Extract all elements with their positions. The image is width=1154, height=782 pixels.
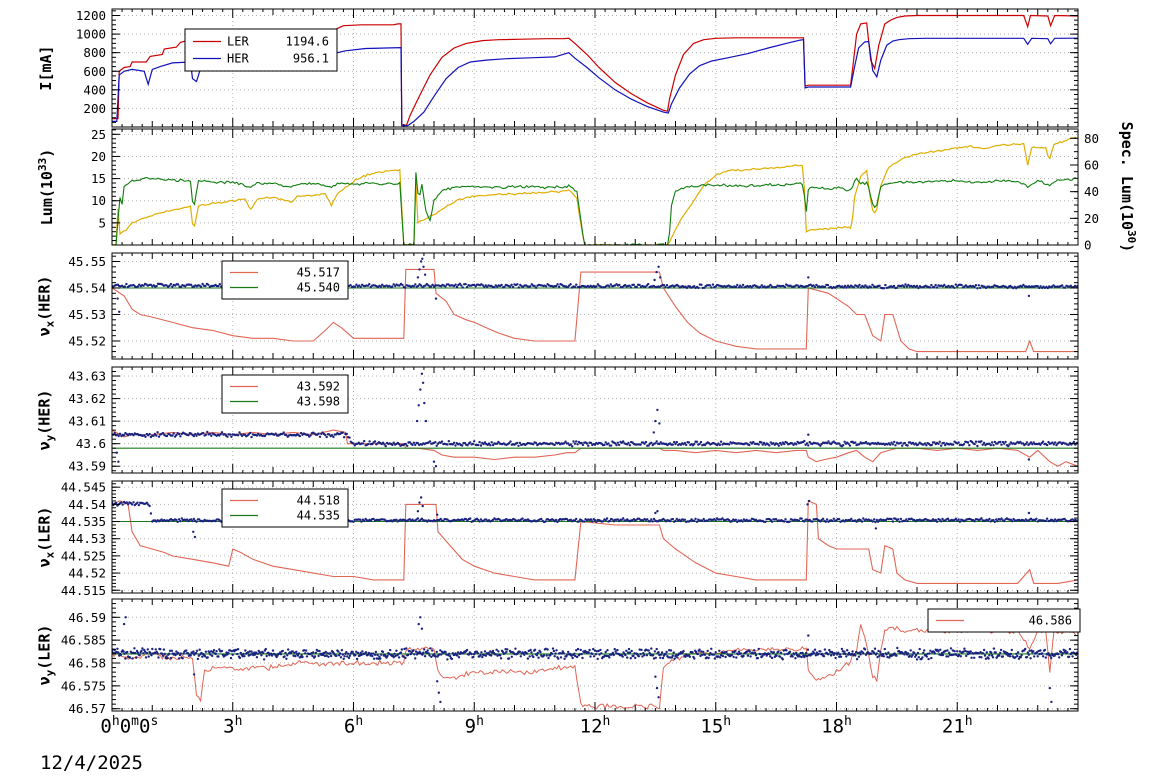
y-tick-label: 44.515: [61, 583, 106, 598]
y-tick-label: 20: [91, 149, 106, 164]
legend-value: 43.598: [297, 395, 340, 409]
x-tick-label: 9h: [464, 714, 484, 738]
y-tick-label: 10: [91, 193, 106, 208]
y-tick-label: 45.54: [68, 280, 106, 295]
legend-value: 46.586: [1029, 614, 1072, 628]
y-axis-title-nuy-her: νy(HER): [35, 389, 57, 451]
y-tick-label: 43.62: [68, 391, 106, 406]
y-right-tick-label: 40: [1084, 184, 1099, 199]
chart-root: 200 400 600 800 1000 1200 LER 1194.6 HER 956.1 5 10…: [61, 8, 1099, 716]
x-tick-label: 12h: [579, 714, 611, 738]
y-axis-title-nux-ler: νx(LER): [35, 506, 57, 568]
y-axis-title-nux-her: νx(HER): [35, 275, 57, 337]
y-right-tick-label: 80: [1084, 131, 1099, 146]
legend-value: 44.535: [297, 509, 340, 523]
x-tick-label: 21h: [941, 714, 973, 738]
y-tick-label: 5: [98, 215, 106, 230]
series-nux-ler-knob: [112, 500, 1078, 584]
y-tick-label: 44.54: [68, 497, 106, 512]
y-tick-label: 46.57: [68, 701, 106, 716]
panel-beam-current: 200 400 600 800 1000 1200 LER 1194.6 HER 956.1: [76, 8, 1079, 128]
y-tick-label: 25: [91, 127, 106, 142]
series-layer: [112, 496, 1078, 584]
y-tick-label: 44.52: [68, 566, 106, 581]
y-tick-label: 1200: [76, 8, 106, 23]
y-tick-label: 15: [91, 171, 106, 186]
panel-nuy-ler: 46.57 46.575 46.58 46.585 46.59 46.586: [61, 598, 1081, 716]
series-nuy-her-measured: [112, 372, 1078, 468]
legend-value: 45.540: [297, 281, 340, 295]
y-right-tick-label: 60: [1084, 158, 1099, 173]
y-tick-label: 46.58: [68, 656, 106, 671]
y-tick-label: 45.53: [68, 307, 106, 322]
y-tick-label: 43.63: [68, 369, 106, 384]
x-tick-label: 0h0m0s: [100, 714, 159, 738]
legend-nuy-ler: 46.586: [927, 608, 1081, 633]
y-axis-title-right-luminosity: Spec. Lum(1030): [1118, 121, 1138, 253]
y-tick-label: 43.61: [68, 414, 106, 429]
series-specific-luminosity: [112, 172, 1077, 245]
y-tick-label: 200: [83, 101, 106, 116]
x-tick-label: 3h: [223, 714, 243, 738]
y-tick-label: 44.525: [61, 548, 106, 563]
series-luminosity: [112, 136, 1077, 245]
y-tick-label: 800: [83, 45, 106, 60]
x-tick-label: 15h: [700, 714, 732, 738]
y-tick-label: 46.59: [68, 610, 106, 625]
y-tick-label: 1000: [76, 27, 106, 42]
series-layer: [112, 616, 1078, 710]
legend-beam-current: LER 1194.6 HER 956.1: [184, 28, 338, 72]
legend-value: 956.1: [293, 52, 329, 66]
series-nux-her-knob: [112, 268, 1078, 353]
legend-label: LER: [227, 35, 249, 49]
series-nux-ler-measured: [112, 496, 1078, 539]
y-axis-title-nuy-ler: νy(LER): [35, 624, 57, 686]
y-tick-label: 43.6: [76, 436, 106, 451]
legend-label: HER: [227, 52, 249, 66]
y-tick-label: 44.545: [61, 480, 106, 495]
legend-value: 43.592: [297, 380, 340, 394]
series-nuy-ler-knob: [112, 624, 1077, 710]
y-right-tick-label: 20: [1084, 211, 1099, 226]
y-tick-label: 46.585: [61, 633, 106, 648]
series-nuy-ler-measured: [112, 616, 1078, 704]
panel-nux-ler: 44.515 44.52 44.525 44.53 44.535 44.54 44.545 4…: [61, 480, 1079, 598]
series-layer: [112, 136, 1077, 245]
y-tick-label: 400: [83, 82, 106, 97]
y-tick-label: 600: [83, 64, 106, 79]
x-tick-label: 18h: [821, 714, 852, 738]
y-tick-label: 45.55: [68, 254, 106, 269]
y-axis-title-luminosity: Lum(1033): [36, 148, 56, 226]
y-right-tick-label: 0: [1084, 238, 1092, 253]
y-tick-label: 45.52: [68, 333, 106, 348]
x-axis-labels: 0h0m0s 3h 6h 9h 12h 15h 18h 21h: [0, 714, 1154, 752]
x-tick-label: 6h: [343, 714, 364, 738]
y-tick-label: 46.575: [61, 678, 106, 693]
y-axis-title-beam-current: I[mA]: [37, 45, 55, 91]
legend-value: 44.518: [297, 494, 340, 508]
legend-value: 1194.6: [286, 35, 329, 49]
panel-luminosity: 5 10 15 20 25 0 20 40 60 80: [91, 127, 1099, 253]
y-tick-label: 44.53: [68, 531, 106, 546]
date-label: 12/4/2025: [40, 752, 143, 774]
y-tick-label: 43.59: [68, 459, 106, 474]
series-layer: [112, 372, 1078, 468]
y-tick-label: 44.535: [61, 514, 106, 529]
legend-value: 45.517: [297, 266, 340, 280]
